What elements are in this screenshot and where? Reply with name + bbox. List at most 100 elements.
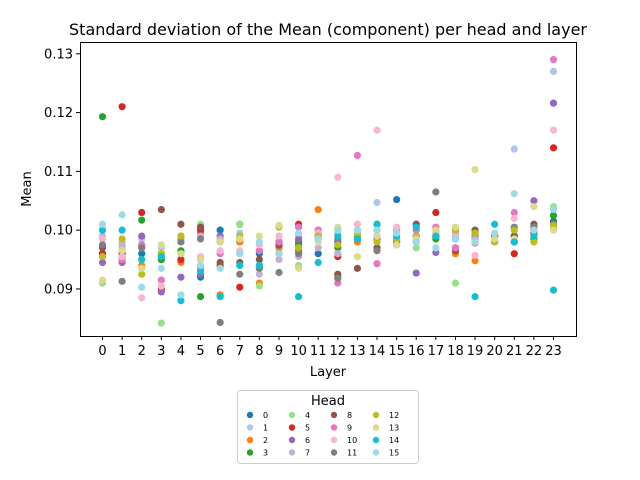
point-head-11-layer-6 xyxy=(216,318,224,327)
point-head-14-layer-20 xyxy=(491,220,499,228)
point-head-15-layer-2 xyxy=(138,283,146,291)
point-head-15-layer-16 xyxy=(412,238,420,246)
point-head-11-layer-12 xyxy=(334,274,342,282)
y-axis-label: Mean xyxy=(20,171,35,206)
point-head-13-layer-23 xyxy=(549,226,558,234)
x-tick-label-11: 11 xyxy=(310,344,327,359)
point-head-12-layer-1 xyxy=(118,235,126,243)
legend-marker-head-1 xyxy=(246,424,254,431)
point-head-10-layer-9 xyxy=(275,232,283,240)
point-head-13-layer-15 xyxy=(393,241,401,249)
legend-entry-head-4: 4 xyxy=(288,411,310,420)
point-head-3-layer-2 xyxy=(138,216,146,224)
point-head-9-layer-21 xyxy=(510,208,518,217)
point-head-15-layer-1 xyxy=(118,211,126,219)
point-head-14-layer-7 xyxy=(236,261,244,270)
legend-label-head-5: 5 xyxy=(305,424,310,433)
legend-label-head-0: 0 xyxy=(263,411,268,420)
legend-entry-head-6: 6 xyxy=(288,436,310,445)
series-head-6 xyxy=(98,99,558,296)
x-tick-label-4: 4 xyxy=(177,344,185,359)
x-tick-label-10: 10 xyxy=(290,344,307,359)
point-head-14-layer-0 xyxy=(98,226,107,234)
series-head-11 xyxy=(98,188,558,327)
y-tick-label-1: 0.10 xyxy=(44,224,73,239)
point-head-13-layer-4 xyxy=(177,250,185,258)
legend-entry-head-9: 9 xyxy=(330,424,352,433)
x-tick-label-9: 9 xyxy=(275,344,283,359)
chart-title: Standard deviation of the Mean (componen… xyxy=(69,20,587,39)
point-head-14-layer-11 xyxy=(314,258,322,267)
point-head-14-layer-4 xyxy=(177,297,185,305)
legend-marker-head-0 xyxy=(246,411,254,419)
x-tick-label-15: 15 xyxy=(388,344,405,359)
y-tick-label-0: 0.09 xyxy=(44,282,73,297)
series-head-9 xyxy=(98,56,558,287)
point-head-12-layer-14 xyxy=(373,238,381,246)
point-head-7-layer-1 xyxy=(118,241,126,249)
point-head-8-layer-6 xyxy=(216,258,224,267)
legend-label-head-3: 3 xyxy=(263,449,268,458)
point-head-14-layer-14 xyxy=(373,220,381,228)
point-head-15-layer-9 xyxy=(275,250,283,258)
point-head-10-layer-0 xyxy=(98,235,107,243)
legend-label-head-7: 7 xyxy=(305,449,310,458)
point-head-13-layer-20 xyxy=(491,235,499,243)
point-head-4-layer-3 xyxy=(157,319,165,327)
legend-entry-head-0: 0 xyxy=(246,411,268,420)
point-head-6-layer-4 xyxy=(177,273,185,281)
point-head-8-layer-13 xyxy=(353,264,362,272)
point-head-9-layer-8 xyxy=(255,247,263,255)
legend-marker-head-10 xyxy=(330,436,338,444)
point-head-15-layer-12 xyxy=(334,226,342,234)
point-head-14-layer-8 xyxy=(255,261,263,270)
point-head-8-layer-4 xyxy=(177,220,185,228)
point-head-6-layer-22 xyxy=(530,197,538,205)
legend-entry-head-12: 12 xyxy=(372,411,399,420)
point-head-15-layer-3 xyxy=(157,264,165,272)
x-tick-label-5: 5 xyxy=(196,344,204,359)
x-tick-label-6: 6 xyxy=(216,344,224,359)
x-tick-label-0: 0 xyxy=(98,344,106,359)
x-tick-label-17: 17 xyxy=(428,344,445,359)
point-head-13-layer-17 xyxy=(432,226,440,234)
point-head-14-layer-19 xyxy=(471,293,479,301)
legend-marker-head-4 xyxy=(288,411,296,419)
series-head-12 xyxy=(98,221,558,278)
point-head-9-layer-13 xyxy=(353,151,362,160)
point-head-15-layer-23 xyxy=(549,205,558,214)
point-head-6-layer-16 xyxy=(412,269,420,277)
x-tick-label-8: 8 xyxy=(255,344,263,359)
point-head-8-layer-5 xyxy=(196,223,205,231)
legend-label-head-15: 15 xyxy=(389,449,399,458)
point-head-11-layer-10 xyxy=(294,250,303,258)
point-head-5-layer-23 xyxy=(549,144,558,152)
x-tick-label-12: 12 xyxy=(330,344,347,359)
point-head-4-layer-7 xyxy=(236,220,244,228)
point-head-3-layer-0 xyxy=(98,113,107,121)
point-head-5-layer-17 xyxy=(432,208,440,217)
point-head-15-layer-22 xyxy=(530,226,538,234)
point-head-13-layer-5 xyxy=(196,255,205,264)
point-head-14-layer-16 xyxy=(412,223,420,231)
point-head-9-layer-18 xyxy=(451,244,460,252)
legend-entry-head-1: 1 xyxy=(246,424,268,433)
legend-label-head-12: 12 xyxy=(389,411,399,420)
point-head-8-layer-3 xyxy=(157,205,165,214)
point-head-6-layer-2 xyxy=(138,232,146,240)
point-head-9-layer-10 xyxy=(294,223,303,231)
point-head-11-layer-14 xyxy=(373,247,381,255)
point-head-9-layer-14 xyxy=(373,260,381,268)
legend-marker-head-15 xyxy=(372,449,380,456)
legend-label-head-6: 6 xyxy=(305,436,310,445)
point-head-14-layer-10 xyxy=(294,293,303,301)
x-tick-label-20: 20 xyxy=(486,344,503,359)
point-head-13-layer-9 xyxy=(275,221,283,230)
point-head-12-layer-22 xyxy=(530,238,538,246)
point-head-15-layer-11 xyxy=(314,235,322,243)
legend-entry-head-8: 8 xyxy=(330,411,352,420)
point-head-14-layer-6 xyxy=(216,293,224,301)
legend-entry-head-15: 15 xyxy=(372,449,399,458)
point-head-14-layer-1 xyxy=(118,226,126,234)
point-head-15-layer-18 xyxy=(451,235,460,243)
